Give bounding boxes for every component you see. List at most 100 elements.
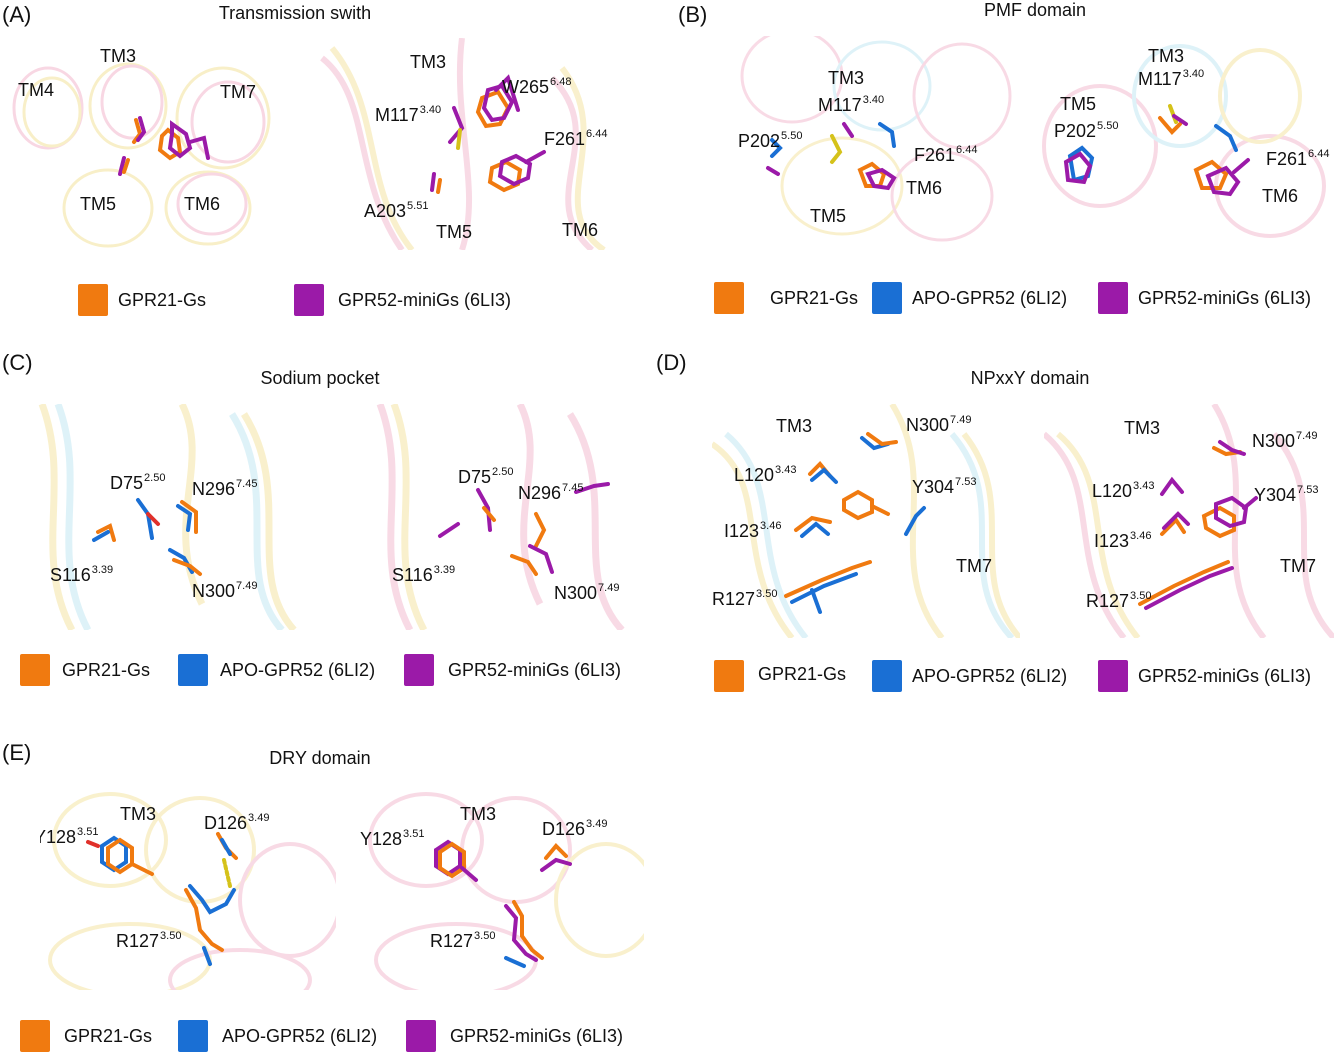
panel-c-left-structure: D752.50 N2967.45 S1163.39 N3007.49 [32, 404, 298, 630]
panel-d-right-r127-label: R1273.50 [1086, 590, 1152, 611]
panel-b-right-f261-label: F2616.44 [1266, 148, 1330, 169]
gpr21-swatch [20, 1020, 50, 1052]
panel-d-left-tm7-label: TM7 [956, 556, 992, 576]
panel-e-right-structure: TM3 Y1283.51 D1263.49 R1273.50 [356, 790, 644, 990]
panel-d-right-tm7-label: TM7 [1280, 556, 1316, 576]
panel-b-left-tm6-label: TM6 [906, 178, 942, 198]
panel-e-left-r127-label: R1273.50 [116, 930, 182, 951]
panel-d-left-l120-label: L1203.43 [734, 464, 797, 485]
minigs-swatch [404, 654, 434, 686]
panel-e-right-d126-label: D1263.49 [542, 818, 608, 839]
panel-c-title: Sodium pocket [260, 368, 380, 388]
gpr21-swatch [714, 282, 744, 314]
panel-e-letter: (E) [2, 740, 32, 765]
panel-d-legend-label-minigs: GPR52-miniGs (6LI3) [1138, 666, 1312, 686]
panel-e-title: DRY domain [269, 748, 371, 768]
panel-e-legend: GPR21-Gs APO-GPR52 (6LI2) GPR52-miniGs (… [20, 1020, 660, 1054]
panel-b-left-ribbons [740, 36, 1012, 242]
panel-b-left-p202-label: P2025.50 [738, 130, 803, 151]
panel-d-right-ribbons [1044, 404, 1334, 638]
panel-b-left-tm3-label: TM3 [828, 68, 864, 88]
apo-swatch [178, 1020, 208, 1052]
panel-a-right-ribbons [320, 38, 606, 250]
panel-e-legend-label-gpr21: GPR21-Gs [64, 1026, 153, 1046]
panel-d-left-ribbons [712, 404, 1020, 638]
panel-b-left-m117-label: M1173.40 [818, 94, 885, 115]
panel-c-legend-label-gpr21: GPR21-Gs [62, 660, 151, 680]
panel-e-right-y128-label: Y1283.51 [360, 828, 425, 849]
gpr21-swatch [78, 284, 108, 316]
panel-a-right-tm5-label: TM5 [436, 222, 472, 242]
panel-d-left-r127-label: R1273.50 [712, 588, 778, 609]
panel-e-left-ribbons [48, 792, 336, 990]
panel-b-legend: GPR21-Gs APO-GPR52 (6LI2) GPR52-miniGs (… [714, 282, 1334, 316]
panel-a-left-structure: TM4 TM3 TM7 TM5 TM6 [8, 38, 284, 250]
panel-a-right-tm3-label: TM3 [410, 52, 446, 72]
minigs-swatch [294, 284, 324, 316]
panel-d-left-y304-label: Y3047.53 [912, 476, 977, 497]
panel-b-right-tm6-label: TM6 [1262, 186, 1298, 206]
panel-d-right-n300-label: N3007.49 [1252, 430, 1318, 451]
panel-c-left-d75-label: D752.50 [110, 472, 166, 493]
panel-c-legend: GPR21-Gs APO-GPR52 (6LI2) GPR52-miniGs (… [20, 654, 660, 688]
panel-e-right-r127-label: R1273.50 [430, 930, 496, 951]
panel-a-left-tm6-label: TM6 [184, 194, 220, 214]
panel-a-left-ribbons [12, 62, 271, 248]
panel-a-left-tm7-label: TM7 [220, 82, 256, 102]
panel-e-left-tm3-label: TM3 [120, 804, 156, 824]
panel-a-right-w265-label: W2656.48 [502, 76, 572, 97]
panel-c-left-n296-label: N2967.45 [192, 478, 258, 499]
panel-b-right-structure: TM3 M1173.40 TM5 P2025.50 F2616.44 TM6 [1030, 36, 1334, 244]
panel-c-left-ribbons [38, 404, 297, 630]
panel-d-left-tm3-label: TM3 [776, 416, 812, 436]
panel-e-left-y128-label: Y1283.51 [40, 826, 99, 847]
panel-e-right-tm3-label: TM3 [460, 804, 496, 824]
gpr21-swatch [20, 654, 50, 686]
panel-c-right-ribbons [376, 404, 625, 630]
panel-a-left-tm4-label: TM4 [18, 80, 54, 100]
panel-d-left-n300-label: N3007.49 [906, 414, 972, 435]
panel-d-legend: GPR21-Gs APO-GPR52 (6LI2) GPR52-miniGs (… [714, 660, 1334, 694]
panel-e-left-structure: TM3 Y1283.51 D1263.49 R1273.50 [40, 790, 336, 990]
panel-c-left-s116-label: S1163.39 [50, 564, 114, 585]
panel-d-right-i123-label: I1233.46 [1094, 530, 1152, 551]
apo-swatch [872, 282, 902, 314]
minigs-swatch [1098, 660, 1128, 692]
panel-a-left-tm3-label: TM3 [100, 46, 136, 66]
panel-d-right-structure: TM3 N3007.49 L1203.43 Y3047.53 I1233.46 … [1044, 404, 1334, 638]
panel-b-right-tm5-label: TM5 [1060, 94, 1096, 114]
panel-a-legend-label-minigs: GPR52-miniGs (6LI3) [338, 290, 512, 310]
panel-e-legend-label-apo: APO-GPR52 (6LI2) [222, 1026, 378, 1046]
panel-c-letter: (C) [2, 350, 33, 375]
panel-c-legend-label-apo: APO-GPR52 (6LI2) [220, 660, 376, 680]
panel-a-legend: GPR21-Gs GPR52-miniGs (6LI3) [78, 284, 598, 318]
panel-e-left-d126-label: D1263.49 [204, 812, 270, 833]
panel-d-left-structure: TM3 N3007.49 L1203.43 Y3047.53 I1233.46 … [712, 404, 1020, 638]
panel-b-legend-label-gpr21: GPR21-Gs [770, 288, 859, 308]
panel-c-right-n296-label: N2967.45 [518, 482, 584, 503]
panel-d-right-l120-label: L1203.43 [1092, 480, 1155, 501]
panel-a-legend-label-gpr21: GPR21-Gs [118, 290, 207, 310]
panel-b-left-structure: TM3 M1173.40 P2025.50 F2616.44 TM6 TM5 [732, 36, 1014, 244]
panel-b-left-f261-label: F2616.44 [914, 144, 978, 165]
panel-b-right-tm3-label: TM3 [1148, 46, 1184, 66]
panel-b-right-ribbons [1042, 44, 1326, 238]
panel-d-right-tm3-label: TM3 [1124, 418, 1160, 438]
panel-a-title: Transmission swith [218, 3, 372, 23]
panel-b-letter: (B) [678, 2, 708, 27]
panel-b-right-m117-label: M1173.40 [1138, 68, 1205, 89]
gpr21-swatch [714, 660, 744, 692]
panel-a-right-tm6-label: TM6 [562, 220, 598, 240]
panel-b-legend-label-minigs: GPR52-miniGs (6LI3) [1138, 288, 1312, 308]
panel-a-right-m117-label: M1173.40 [375, 104, 442, 125]
panel-b-title: PMF domain [983, 0, 1087, 20]
minigs-swatch [406, 1020, 436, 1052]
panel-c-right-n300-label: N3007.49 [554, 582, 620, 603]
panel-e-right-ribbons [368, 792, 644, 990]
panel-d-left-i123-label: I1233.46 [724, 520, 782, 541]
panel-c-right-s116-label: S1163.39 [392, 564, 456, 585]
panel-a-letter: (A) [2, 2, 32, 27]
panel-d-legend-label-gpr21: GPR21-Gs [758, 664, 847, 684]
panel-a-right-f261-label: F2616.44 [544, 128, 608, 149]
panel-b-legend-label-apo: APO-GPR52 (6LI2) [912, 288, 1068, 308]
